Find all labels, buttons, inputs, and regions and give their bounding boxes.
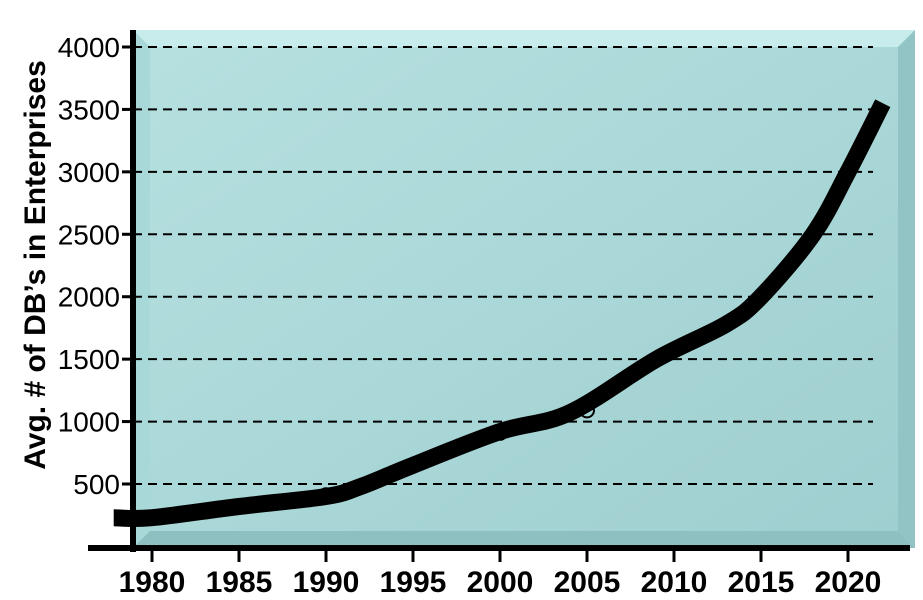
panel-bevel-bottom — [133, 531, 915, 548]
y-tick-label-500: 500 — [73, 469, 120, 500]
x-tick-label-1995: 1995 — [380, 566, 447, 599]
data-point-2000 — [492, 424, 508, 441]
y-tick-label-2500: 2500 — [58, 219, 120, 250]
data-point-2015 — [753, 288, 769, 305]
data-point-1995 — [405, 457, 421, 474]
y-axis-label: Avg. # of DB’s in Enterprises — [19, 60, 52, 470]
panel-bevel-top — [133, 30, 915, 47]
data-point-1990 — [318, 487, 334, 504]
data-point-2020 — [840, 163, 856, 180]
plot-inner-panel — [150, 47, 898, 531]
series-line-0 — [113, 99, 891, 528]
y-tick-label-1500: 1500 — [58, 344, 120, 375]
x-tick-label-2015: 2015 — [728, 566, 795, 599]
y-tick-label-1000: 1000 — [58, 407, 120, 438]
y-tick-label-4000: 4000 — [58, 32, 120, 63]
x-tick-label-2020: 2020 — [815, 566, 882, 599]
x-tick-label-1990: 1990 — [293, 566, 360, 599]
y-tick-label-3500: 3500 — [58, 94, 120, 125]
x-tick-label-1985: 1985 — [206, 566, 273, 599]
y-tick-label-3000: 3000 — [58, 157, 120, 188]
y-tick-label-2000: 2000 — [58, 282, 120, 313]
data-point-1985 — [231, 498, 247, 515]
data-point-2005 — [579, 402, 595, 419]
panel-bevel-right — [898, 30, 915, 548]
data-point-2009 — [648, 351, 665, 368]
x-tick-label-2000: 2000 — [467, 566, 534, 599]
data-point-1980 — [144, 509, 160, 526]
x-tick-label-2010: 2010 — [641, 566, 708, 599]
x-tick-label-2005: 2005 — [554, 566, 621, 599]
x-tick-label-1980: 1980 — [119, 566, 186, 599]
